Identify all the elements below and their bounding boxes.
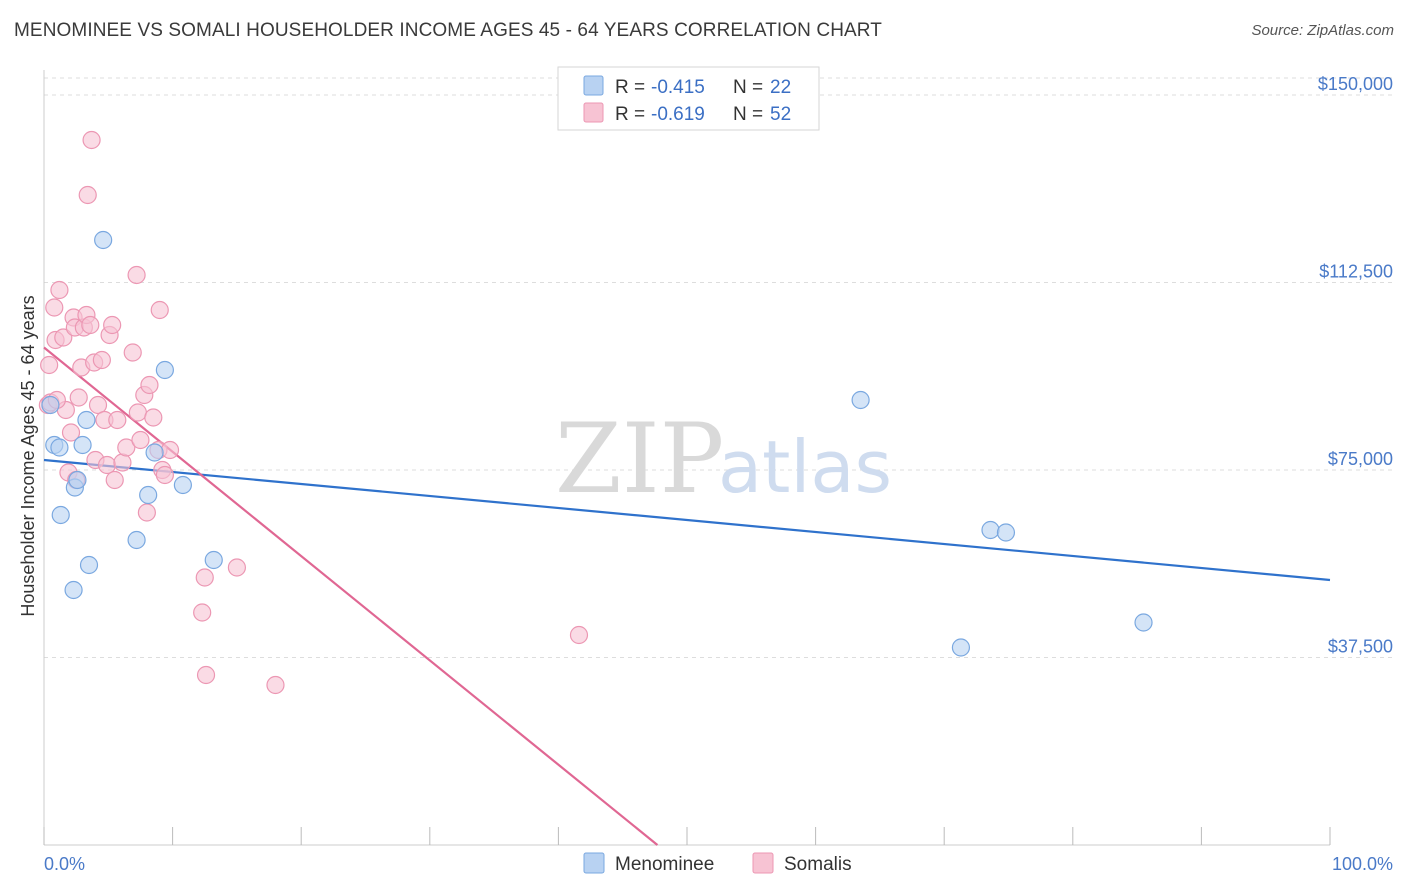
point-somalis-22 bbox=[92, 350, 111, 370]
point-menominee-15 bbox=[173, 475, 192, 495]
correlation-legend: R = -0.415 N = 22 R = -0.619 N = 52 bbox=[557, 66, 820, 131]
trend-line-somalis bbox=[43, 346, 659, 846]
watermark: ZIP atlas bbox=[555, 403, 892, 515]
watermark-atlas: atlas bbox=[718, 425, 892, 509]
point-menominee-8 bbox=[77, 410, 96, 430]
point-menominee-13 bbox=[145, 443, 164, 462]
series-legend-swatch-menominee bbox=[583, 852, 605, 874]
data-points bbox=[38, 130, 1153, 695]
trend-lines bbox=[43, 346, 1331, 846]
series-legend-label-somalis: Somalis bbox=[784, 854, 852, 875]
legend-r-label-somalis: R = bbox=[615, 104, 645, 125]
legend-n-value-somalis: 52 bbox=[770, 104, 791, 125]
point-menominee-9 bbox=[79, 555, 99, 575]
point-somalis-1 bbox=[40, 355, 59, 375]
chart-title: MENOMINEE VS SOMALI HOUSEHOLDER INCOME A… bbox=[14, 20, 882, 41]
point-menominee-11 bbox=[127, 530, 146, 550]
y-tick-label-0: $37,500 bbox=[1328, 637, 1393, 657]
point-somalis-50 bbox=[569, 625, 589, 645]
point-menominee-0 bbox=[41, 395, 60, 415]
point-somalis-28 bbox=[108, 410, 127, 430]
y-tick-labels: $37,500 $75,000 $112,500 $150,000 bbox=[1318, 74, 1393, 657]
point-somalis-48 bbox=[227, 558, 246, 577]
legend-swatch-menominee bbox=[583, 75, 604, 96]
axes bbox=[43, 70, 1331, 846]
y-axis-label: Householder Income Ages 45 - 64 years bbox=[18, 295, 38, 616]
y-tick-label-2: $112,500 bbox=[1319, 262, 1393, 282]
legend-swatch-somalis bbox=[583, 102, 604, 123]
grid-lines bbox=[44, 77, 1395, 658]
x-tick-label-min: 0.0% bbox=[44, 854, 85, 874]
point-somalis-46 bbox=[195, 568, 214, 587]
point-somalis-45 bbox=[193, 603, 212, 622]
point-somalis-5 bbox=[50, 280, 69, 300]
y-tick-label-1: $75,000 bbox=[1328, 449, 1393, 469]
point-somalis-40 bbox=[150, 300, 169, 320]
point-somalis-44 bbox=[78, 185, 97, 205]
point-somalis-24 bbox=[97, 455, 117, 475]
point-somalis-29 bbox=[113, 453, 132, 472]
point-menominee-21 bbox=[1134, 613, 1153, 632]
legend-r-label-menominee: R = bbox=[615, 77, 645, 98]
point-somalis-47 bbox=[196, 665, 216, 685]
source-label: Source: ZipAtlas.com bbox=[1251, 22, 1394, 39]
point-somalis-27 bbox=[105, 470, 124, 490]
point-menominee-7 bbox=[73, 435, 92, 455]
point-somalis-36 bbox=[137, 503, 156, 522]
watermark-zip: ZIP bbox=[555, 403, 724, 515]
point-somalis-26 bbox=[103, 315, 122, 335]
point-menominee-14 bbox=[155, 360, 174, 380]
point-somalis-32 bbox=[127, 265, 146, 285]
point-menominee-16 bbox=[204, 550, 223, 570]
series-legend-label-menominee: Menominee bbox=[615, 854, 714, 875]
series-legend-swatch-somalis bbox=[752, 852, 774, 874]
legend-n-value-menominee: 22 bbox=[770, 77, 791, 98]
point-somalis-13 bbox=[69, 388, 88, 407]
point-somalis-37 bbox=[140, 375, 159, 395]
point-somalis-49 bbox=[266, 675, 285, 695]
point-somalis-3 bbox=[45, 298, 64, 317]
legend-n-label-somalis: N = bbox=[733, 104, 763, 125]
series-legend: Menominee Somalis bbox=[583, 852, 852, 875]
legend-r-value-menominee: -0.415 bbox=[651, 77, 705, 98]
trend-line-menominee bbox=[43, 458, 1331, 582]
point-somalis-31 bbox=[123, 343, 142, 362]
point-menominee-17 bbox=[851, 390, 870, 410]
point-somalis-33 bbox=[128, 403, 147, 422]
point-menominee-2 bbox=[50, 438, 69, 457]
point-somalis-9 bbox=[61, 423, 81, 442]
point-menominee-10 bbox=[94, 230, 113, 250]
point-somalis-17 bbox=[81, 315, 100, 335]
point-menominee-18 bbox=[951, 638, 971, 657]
point-somalis-42 bbox=[155, 465, 174, 485]
point-somalis-34 bbox=[131, 430, 150, 450]
point-somalis-18 bbox=[82, 130, 101, 150]
point-somalis-21 bbox=[88, 395, 108, 415]
point-menominee-20 bbox=[996, 523, 1016, 542]
point-menominee-12 bbox=[139, 485, 158, 505]
point-menominee-3 bbox=[51, 505, 70, 525]
point-menominee-19 bbox=[981, 520, 1000, 540]
point-menominee-6 bbox=[68, 470, 87, 490]
legend-n-label-menominee: N = bbox=[733, 77, 763, 98]
point-menominee-4 bbox=[64, 580, 83, 600]
point-somalis-38 bbox=[144, 408, 163, 427]
y-tick-label-3: $150,000 bbox=[1318, 74, 1393, 94]
point-somalis-6 bbox=[54, 328, 73, 347]
x-tick-label-max: 100.0% bbox=[1332, 854, 1393, 874]
point-somalis-43 bbox=[160, 440, 180, 460]
legend-r-value-somalis: -0.619 bbox=[651, 104, 705, 125]
point-somalis-30 bbox=[117, 438, 136, 457]
